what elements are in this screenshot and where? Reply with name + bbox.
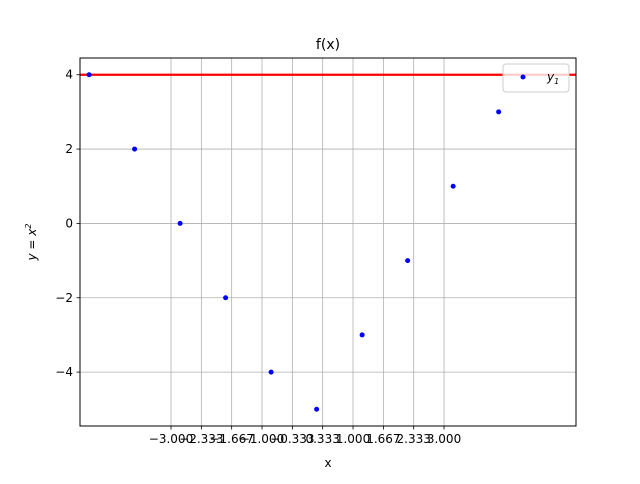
- data-point: [132, 146, 138, 152]
- y-axis-label: y = x2: [24, 224, 39, 262]
- x-tick-label: −1.667: [209, 432, 253, 446]
- y-tick-label: 4: [65, 68, 73, 82]
- x-tick-label: −2.333: [179, 432, 223, 446]
- x-tick-label: 1.000: [336, 432, 370, 446]
- legend: y1: [502, 63, 570, 93]
- y-tick-label: −4: [55, 365, 73, 379]
- legend-marker: [520, 74, 526, 80]
- data-point: [450, 183, 456, 189]
- data-point: [359, 332, 365, 338]
- data-point: [405, 258, 411, 264]
- x-tick-label: 0.333: [305, 432, 339, 446]
- y-axis-ticks: −4 −2 0 2 4: [55, 68, 80, 379]
- x-tick-label: 1.667: [366, 432, 400, 446]
- data-points: [86, 72, 502, 412]
- legend-label-main: y: [546, 70, 555, 84]
- data-point: [268, 369, 274, 375]
- y-tick-label: −2: [55, 291, 73, 305]
- x-tick-label: −3.000: [149, 432, 193, 446]
- data-point: [177, 220, 183, 226]
- y-tick-label: 2: [65, 142, 73, 156]
- x-axis-ticks: −3.000−2.333−1.667−1.000−0.3330.3331.000…: [149, 426, 461, 446]
- plot-frame: [79, 57, 577, 427]
- y-axis-label-main: y = x: [25, 228, 39, 262]
- legend-box: [502, 63, 570, 93]
- x-tick-label: −1.000: [240, 432, 284, 446]
- x-axis-label: x: [324, 456, 331, 470]
- x-tick-label: 3.000: [427, 432, 461, 446]
- y-axis-label-superscript: 2: [24, 224, 33, 229]
- legend-label-subscript: 1: [554, 77, 559, 86]
- data-point: [496, 109, 502, 115]
- x-tick-label: −0.333: [270, 432, 314, 446]
- x-tick-label: 2.333: [397, 432, 431, 446]
- data-point: [314, 406, 320, 412]
- y-tick-label: 0: [65, 216, 73, 230]
- chart-title: f(x): [316, 37, 340, 53]
- data-point: [223, 295, 229, 301]
- data-point: [86, 72, 92, 78]
- legend-label: y1: [546, 70, 559, 86]
